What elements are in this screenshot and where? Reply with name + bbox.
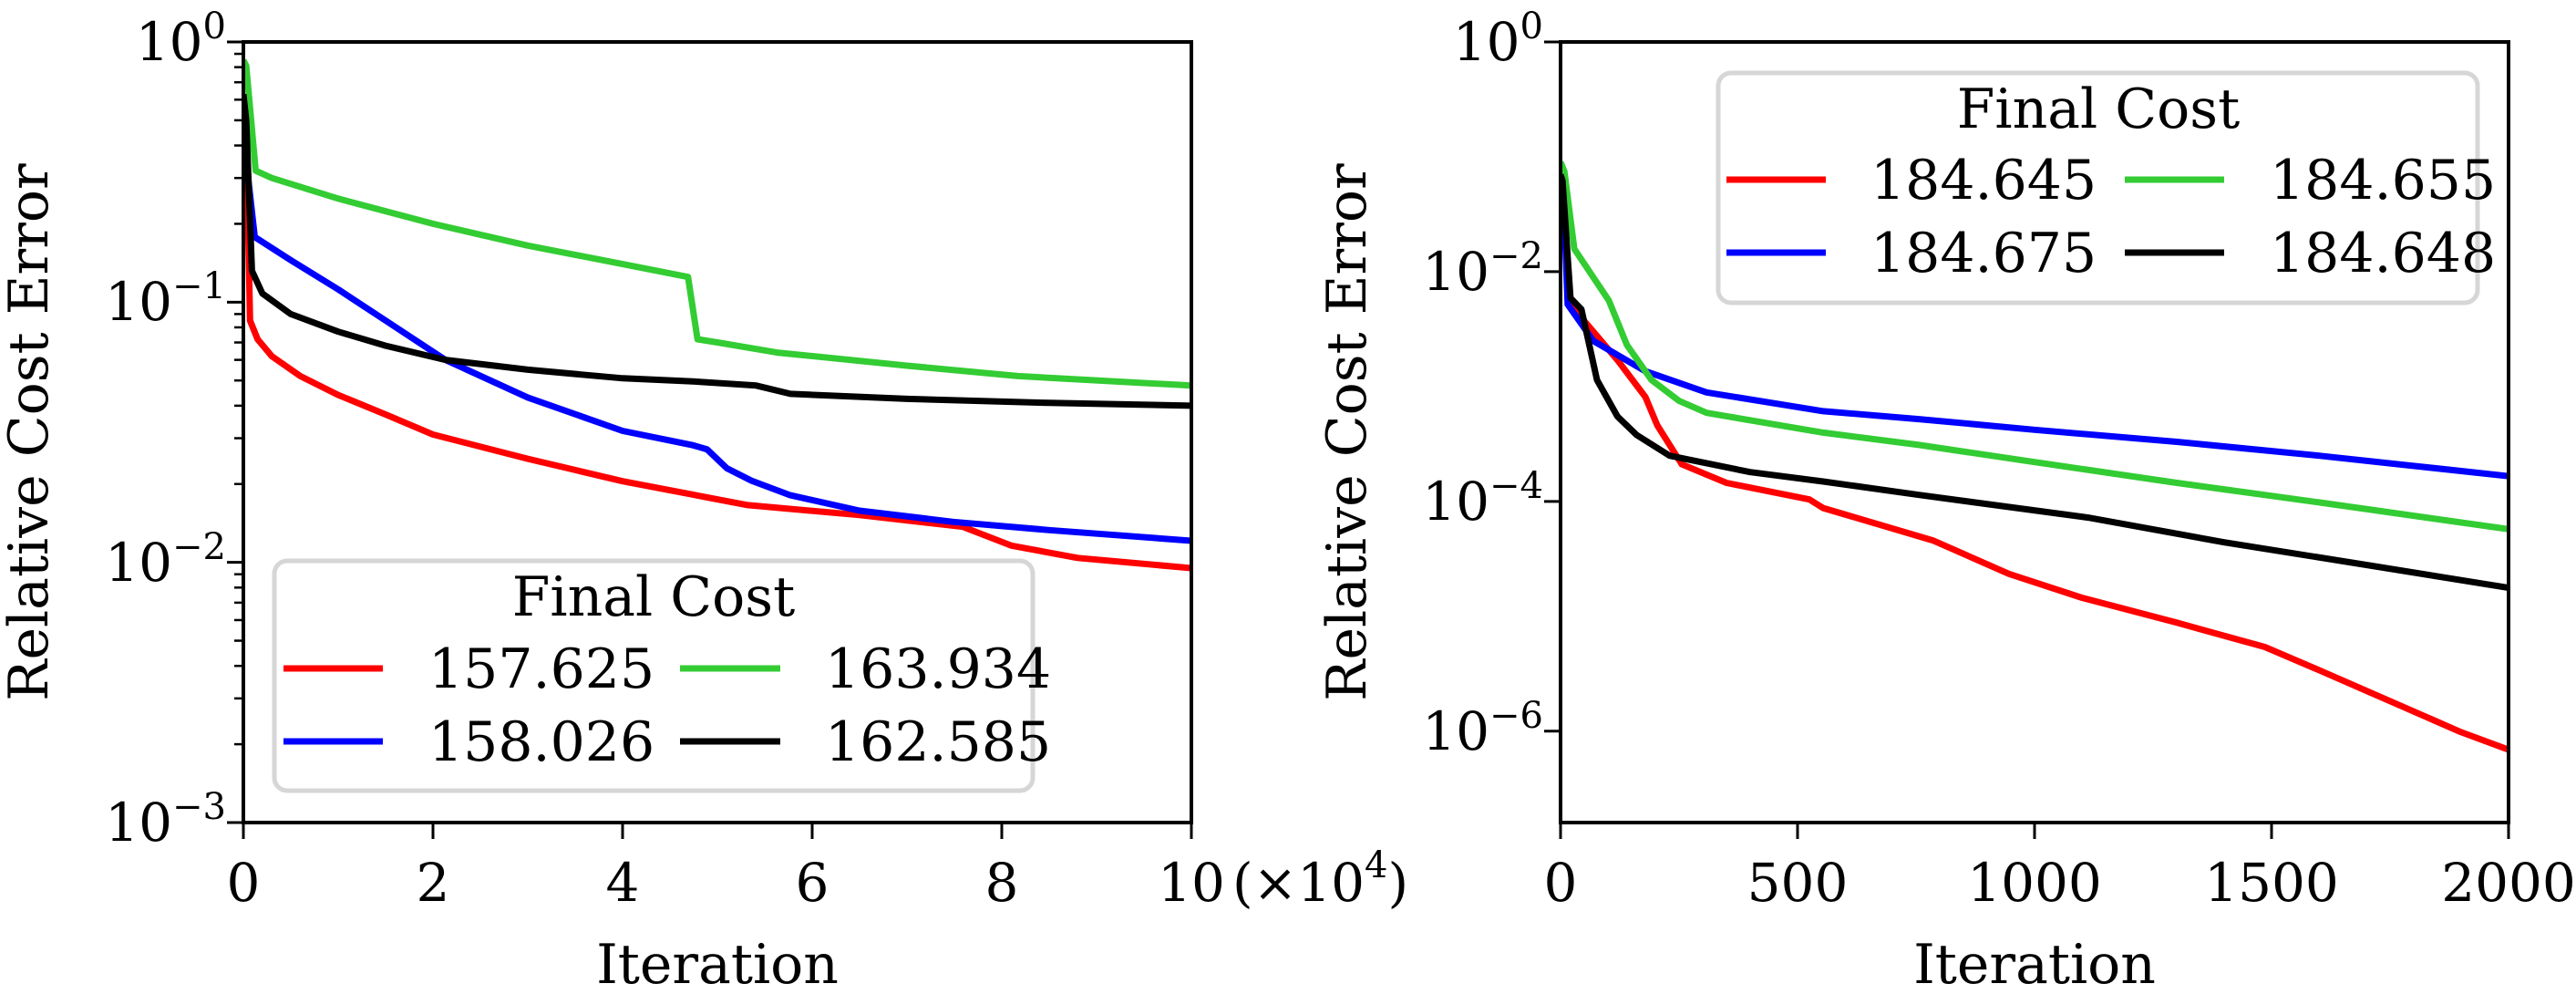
y-tick-exp: −1: [172, 265, 226, 307]
x-tick-label: 4: [606, 852, 640, 914]
y-tick-exp: −3: [172, 786, 226, 828]
legend-label: 158.026: [428, 710, 654, 774]
x-tick-label: 0: [1544, 852, 1578, 914]
series-line-157.625: [243, 109, 1191, 572]
series-line-184.648: [1561, 173, 2509, 592]
right-x-tick-labels: 0 500 1000 1500 2000: [1544, 852, 2576, 914]
legend-label: 184.655: [2270, 149, 2496, 212]
y-tick-base: 10: [1422, 471, 1489, 533]
left-y-axis-label: Relative Cost Error: [0, 163, 61, 701]
series-line-184.655: [1561, 160, 2509, 533]
left-legend: Final Cost 157.625 163.934 158.026 162.5…: [272, 558, 1051, 793]
x-scale-exponent: 4: [1365, 844, 1387, 886]
legend-title: Final Cost: [512, 565, 795, 629]
x-tick-label: 1500: [2204, 852, 2339, 914]
x-tick-label: 6: [796, 852, 829, 914]
x-scale-prefix: (×10: [1232, 852, 1365, 914]
left-series-layer: [243, 58, 1191, 572]
y-tick-base: 10: [105, 792, 172, 854]
x-tick-label: 2: [417, 852, 450, 914]
y-tick-base: 10: [1453, 11, 1520, 73]
y-tick-base: 10: [136, 11, 203, 73]
legend-label: 162.585: [825, 710, 1051, 774]
y-tick-base: 10: [1422, 241, 1489, 303]
left-ticks-layer: [227, 40, 1193, 839]
y-tick-exp: −4: [1489, 465, 1543, 507]
y-tick-exp: 0: [203, 5, 226, 47]
x-tick-label: 8: [985, 852, 1019, 914]
left-x-axis-label: Iteration: [596, 933, 839, 994]
y-tick-label: 10−3: [105, 786, 226, 854]
left-axes-frame: [242, 40, 1193, 824]
x-tick-label: 500: [1747, 852, 1849, 914]
y-tick-label: 100: [1453, 5, 1543, 73]
legend-label: 163.934: [825, 637, 1051, 701]
y-tick-label: 10−2: [1422, 235, 1543, 303]
legend-label: 184.648: [2270, 222, 2496, 285]
right-legend: Final Cost 184.645 184.655 184.675 184.6…: [1716, 70, 2496, 305]
left-x-tick-labels: 0 2 4 6 8 10: [227, 852, 1225, 914]
right-y-tick-labels: 100 10−2 10−4 10−6: [1422, 5, 1543, 762]
y-tick-exp: 0: [1520, 5, 1543, 47]
legend-label: 157.625: [428, 637, 654, 701]
right-series-layer: [1561, 160, 2509, 753]
y-tick-exp: −6: [1489, 695, 1543, 737]
y-tick-base: 10: [105, 271, 172, 333]
legend-title: Final Cost: [1957, 78, 2240, 141]
y-tick-label: 10−2: [105, 526, 226, 594]
x-scale-multiplier: (×104): [1232, 844, 1408, 914]
series-line-162.585: [243, 93, 1191, 409]
legend-label: 184.675: [1870, 222, 2097, 285]
y-tick-exp: −2: [1489, 235, 1543, 277]
y-tick-label: 10−1: [105, 265, 226, 333]
legend-frame: [1716, 70, 2480, 305]
x-tick-label: 10: [1158, 852, 1225, 914]
right-y-axis-label: Relative Cost Error: [1315, 163, 1379, 701]
series-line-158.026: [243, 144, 1191, 544]
right-x-axis-label: Iteration: [1913, 933, 2156, 994]
y-tick-exp: −2: [172, 526, 226, 568]
legend-label: 184.645: [1870, 149, 2097, 212]
series-line-184.645: [1561, 191, 2509, 753]
x-tick-label: 2000: [2441, 852, 2576, 914]
x-scale-suffix: ): [1387, 852, 1408, 914]
y-tick-label: 10−4: [1422, 465, 1543, 533]
left-y-tick-labels: 100 10−1 10−2 10−3: [105, 5, 226, 854]
left-chart: 0 2 4 6 8 10 (×104) 100 10−1 10−2 10−3 I…: [0, 5, 1408, 994]
right-chart: 0 500 1000 1500 2000 100 10−2 10−4 10−6 …: [1315, 5, 2576, 994]
series-line-163.934: [243, 58, 1191, 389]
x-tick-label: 1000: [1967, 852, 2102, 914]
right-ticks-layer: [1544, 40, 2510, 839]
legend-frame: [272, 558, 1036, 793]
y-tick-label: 100: [136, 5, 226, 73]
y-tick-base: 10: [105, 532, 172, 594]
x-tick-label: 0: [227, 852, 261, 914]
y-tick-label: 10−6: [1422, 695, 1543, 762]
y-tick-base: 10: [1422, 700, 1489, 762]
